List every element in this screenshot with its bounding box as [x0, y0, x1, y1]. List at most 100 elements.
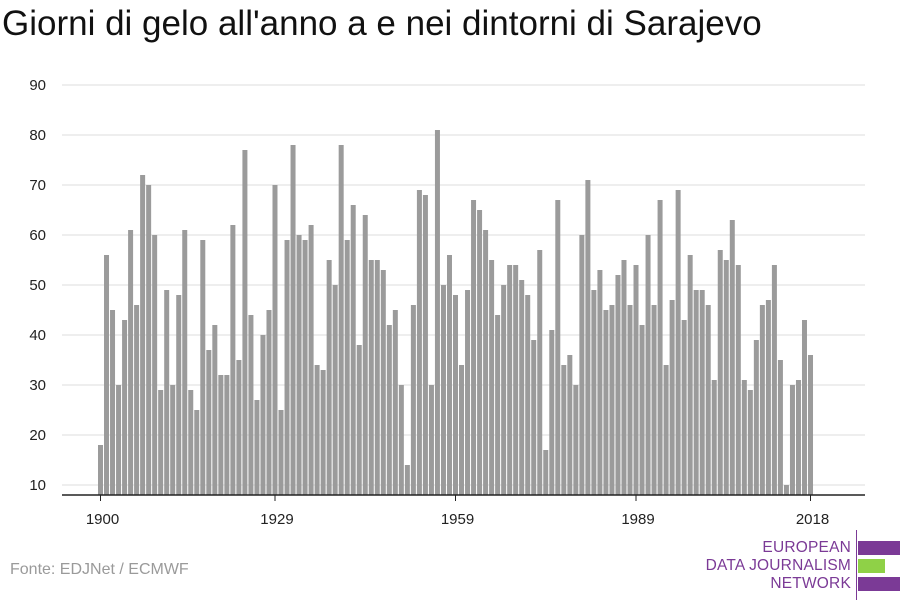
bar [422, 195, 428, 495]
bar [633, 265, 639, 495]
bar [146, 185, 152, 495]
bar [519, 280, 525, 495]
bar [182, 230, 188, 495]
bar [639, 325, 645, 495]
y-tick-label: 60 [29, 227, 46, 244]
y-tick-label: 10 [29, 477, 46, 494]
bar [753, 340, 759, 495]
y-tick-label: 30 [29, 377, 46, 394]
bar [248, 315, 254, 495]
bar [489, 260, 495, 495]
bar [783, 485, 789, 495]
bar [693, 290, 699, 495]
bar [459, 365, 465, 495]
x-tick-label: 2018 [796, 511, 829, 528]
source-note: Fonte: EDJNet / ECMWF [10, 561, 189, 578]
bar [266, 310, 272, 495]
bar [681, 320, 687, 495]
bar [344, 240, 350, 495]
bar [621, 260, 627, 495]
bar [711, 380, 717, 495]
bar [140, 175, 146, 495]
bar [789, 385, 795, 495]
bar [386, 325, 392, 495]
bar [242, 150, 248, 495]
bars [98, 130, 814, 495]
bar [134, 305, 140, 495]
bar [465, 290, 471, 495]
bar [98, 445, 103, 495]
bar [537, 250, 543, 495]
bar [440, 285, 446, 495]
bar [495, 315, 501, 495]
bar [224, 375, 230, 495]
bar [410, 305, 416, 495]
bar [332, 285, 338, 495]
y-tick-label: 70 [29, 177, 46, 194]
bar [176, 295, 182, 495]
y-tick-label: 90 [29, 77, 46, 94]
bar [501, 285, 507, 495]
x-tick-label: 1900 [86, 511, 119, 528]
bar [308, 225, 314, 495]
logo-bar-purple-bottom [858, 577, 900, 591]
bar [585, 180, 591, 495]
bar [110, 310, 116, 495]
bar [801, 320, 807, 495]
bar [194, 410, 200, 495]
bar [212, 325, 218, 495]
bar [651, 305, 657, 495]
bar [416, 190, 422, 495]
logo-bar-green [858, 559, 885, 573]
bar [795, 380, 801, 495]
x-tick-label: 1959 [441, 511, 474, 528]
bar [398, 385, 404, 495]
bar [561, 365, 567, 495]
bar [158, 390, 164, 495]
bar [615, 275, 621, 495]
y-tick-label: 80 [29, 127, 46, 144]
logo-text-line1: EUROPEAN [762, 539, 851, 556]
bar [446, 255, 452, 495]
bar [543, 450, 549, 495]
bar [296, 235, 302, 495]
bar [453, 295, 458, 495]
logo-text-line2: DATA JOURNALISM [705, 557, 851, 574]
bar [663, 365, 669, 495]
bar [356, 345, 362, 495]
y-tick-label: 40 [29, 327, 46, 344]
bar [272, 185, 278, 495]
bar [771, 265, 777, 495]
bar [284, 240, 290, 495]
logo-divider [856, 530, 857, 600]
bar [302, 240, 308, 495]
bar [597, 270, 603, 495]
bar [808, 355, 814, 495]
bar [705, 305, 711, 495]
bar [374, 260, 380, 495]
bar [603, 310, 609, 495]
y-axis-labels: 10 20 30 40 50 60 70 80 90 [29, 77, 46, 494]
bar [218, 375, 224, 495]
bar [362, 215, 368, 495]
bar [128, 230, 134, 495]
bar [104, 255, 110, 495]
x-tick-label: 1929 [260, 511, 293, 528]
logo-text-line3: NETWORK [770, 575, 851, 592]
bar [591, 290, 597, 495]
bar [434, 130, 440, 495]
bar [152, 235, 158, 495]
bar [483, 230, 489, 495]
bar [645, 235, 651, 495]
y-tick-label: 20 [29, 427, 46, 444]
bar [525, 295, 531, 495]
logo-bar-purple-top [858, 541, 900, 555]
bar [777, 360, 783, 495]
bar [188, 390, 194, 495]
bar [687, 255, 693, 495]
bar [579, 235, 585, 495]
bar [200, 240, 206, 495]
bar [627, 305, 633, 495]
bar [477, 210, 483, 495]
